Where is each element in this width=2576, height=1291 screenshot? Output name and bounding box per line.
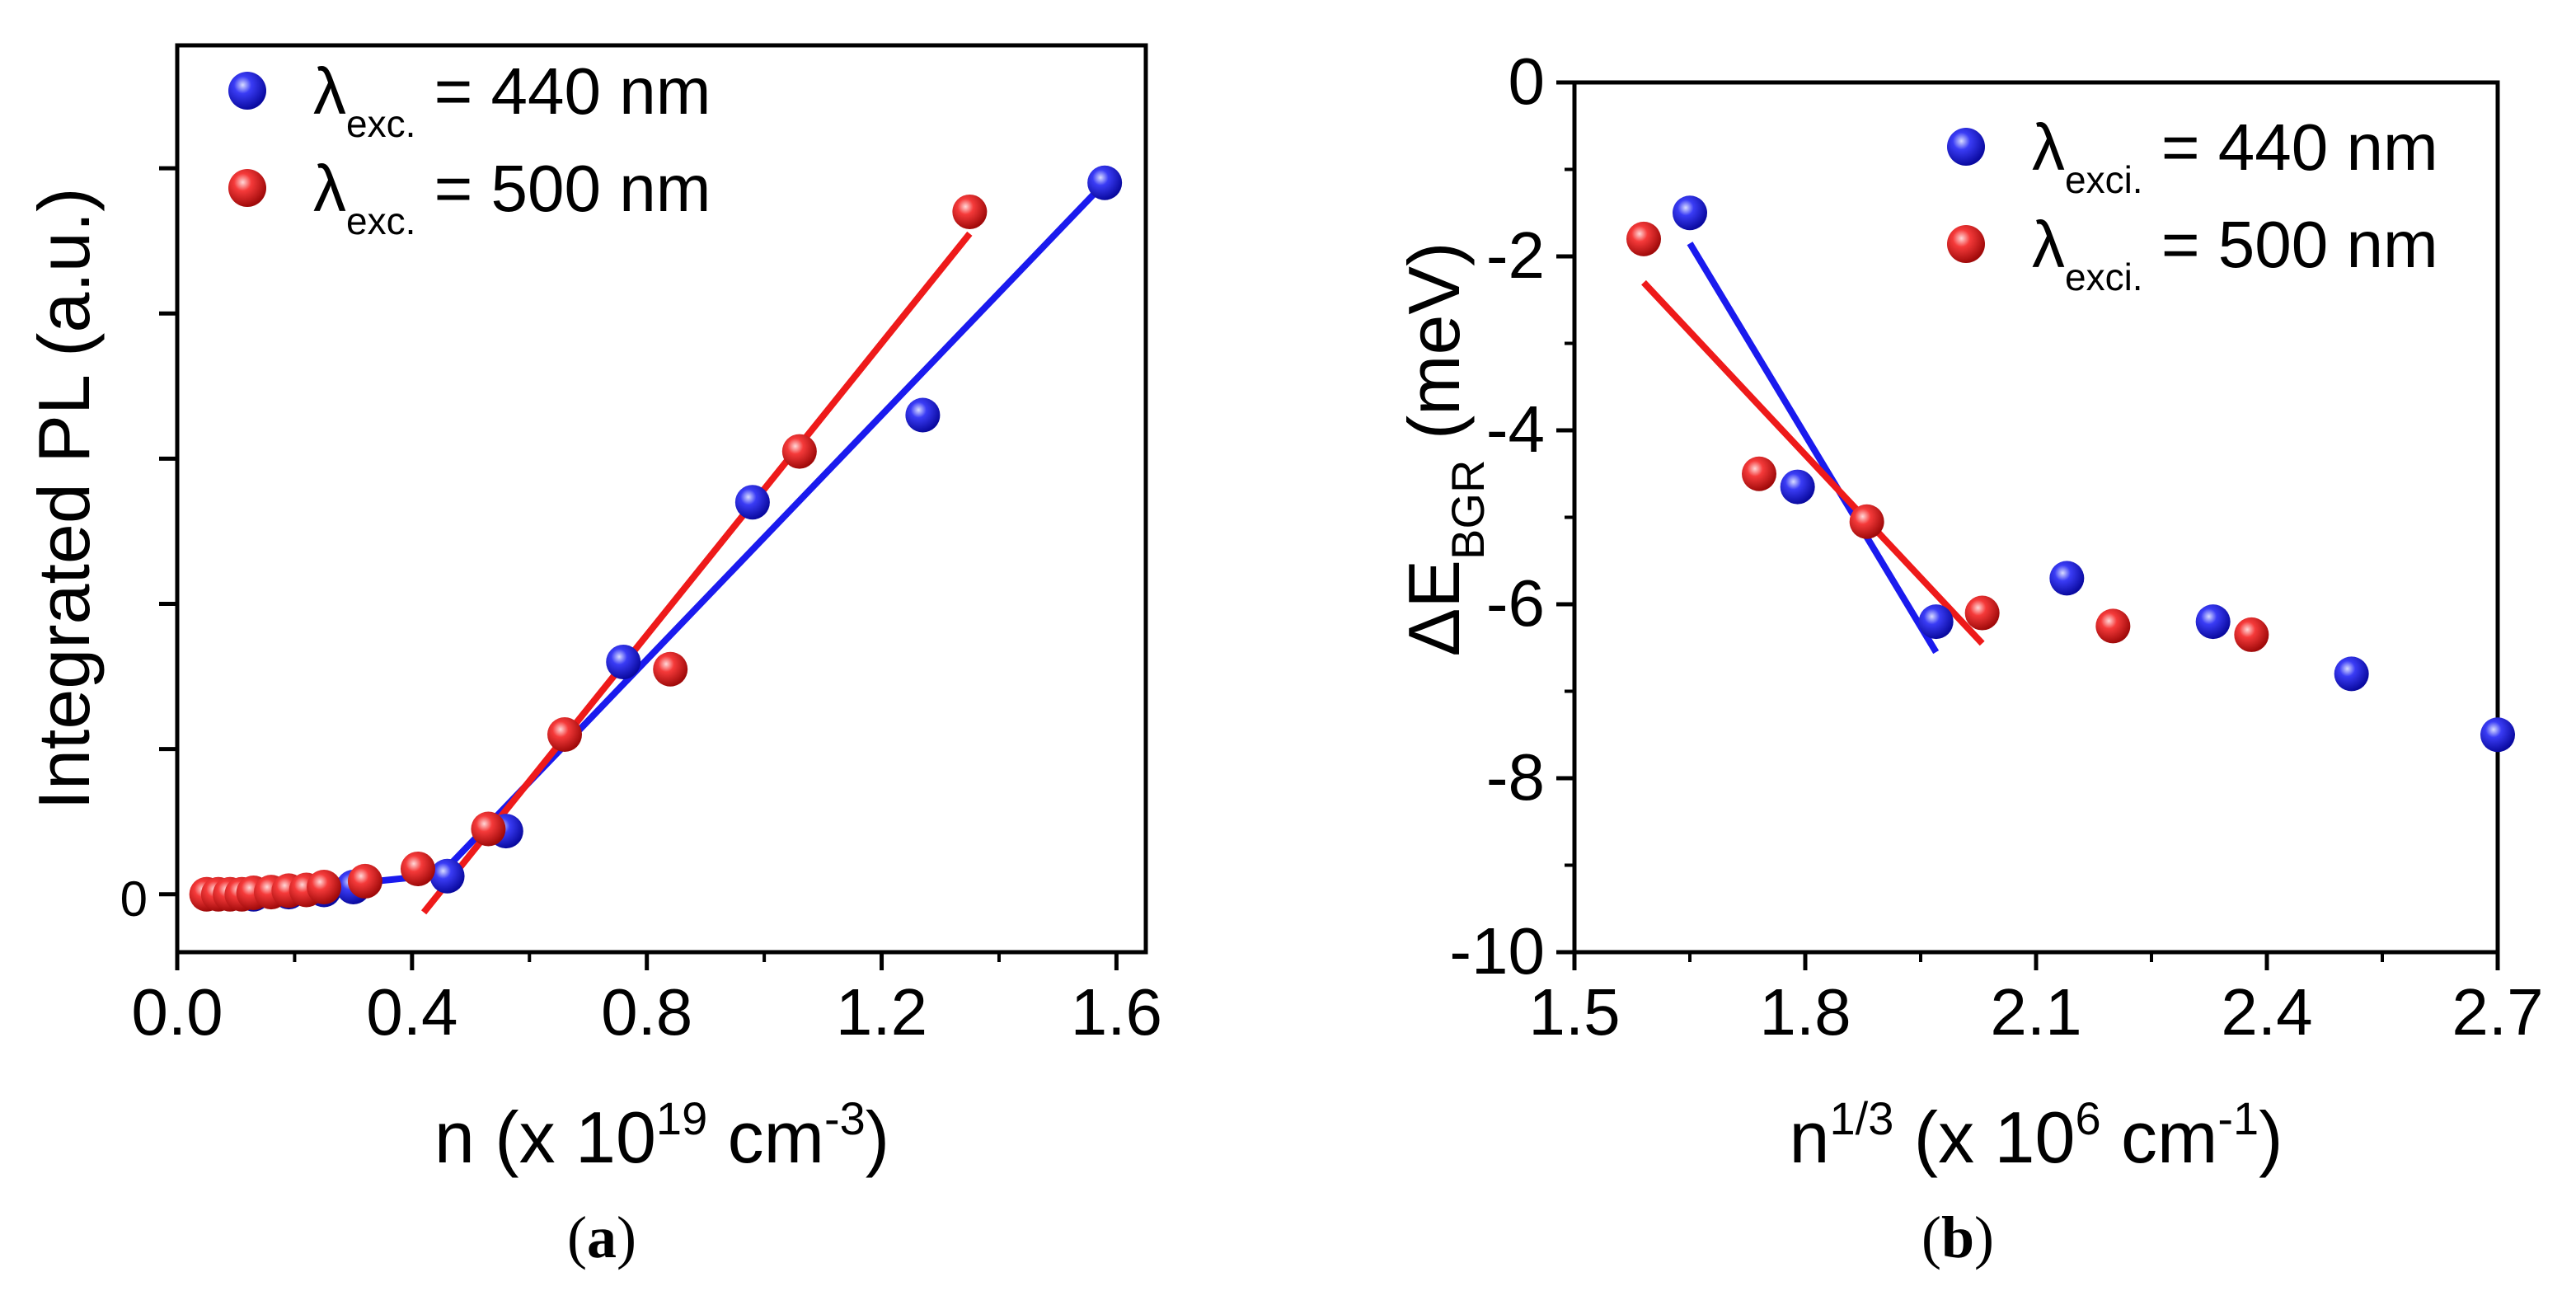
data-point [1918, 604, 1954, 640]
data-point [905, 397, 941, 433]
legend-label: λexc. = 440 nm [313, 54, 711, 145]
data-point [606, 644, 641, 679]
y-tick-label: 0 [1509, 45, 1546, 118]
data-point [781, 434, 817, 469]
x-tick-label: 1.2 [836, 975, 927, 1049]
y-tick-label: -2 [1486, 218, 1545, 292]
y-tick-label: 0 [120, 871, 148, 927]
data-point [2095, 608, 2131, 644]
data-point [400, 851, 435, 886]
legend-label: λexci. = 500 nm [2032, 208, 2438, 298]
chart-a-x-axis: 0.0 0.4 0.8 1.2 1.6 [131, 952, 1162, 1049]
chart-a-panel-label: (a) [567, 1204, 636, 1270]
data-point [347, 863, 382, 899]
legend-label: λexci. = 440 nm [2032, 110, 2438, 201]
data-point [2334, 656, 2369, 692]
data-point [734, 485, 770, 520]
data-point [1626, 221, 1661, 256]
data-point [1087, 165, 1123, 200]
x-tick-label: 0.8 [601, 975, 692, 1049]
legend-marker [1947, 128, 1985, 166]
data-point [952, 194, 988, 229]
data-point [1742, 456, 1776, 491]
chart-a-points [189, 165, 1123, 912]
chart-b-x-axis: 1.5 1.8 2.1 2.4 2.7 [1528, 952, 2544, 1049]
chart-b-y-axis: 0 -2 -4 -6 -8 -10 [1449, 45, 1574, 988]
x-tick-label: 2.4 [2221, 975, 2312, 1049]
data-point [653, 651, 688, 687]
chart-a-y-axis: 0 [120, 166, 177, 927]
y-tick-label: -8 [1486, 740, 1545, 814]
y-tick-label: -6 [1486, 566, 1545, 640]
legend-marker [228, 72, 266, 110]
data-point [429, 858, 465, 894]
data-point [2195, 604, 2231, 640]
x-tick-label: 1.5 [1528, 975, 1620, 1049]
y-tick-label: -10 [1449, 914, 1545, 988]
chart-a-frame [175, 43, 1148, 955]
data-point [1780, 469, 1815, 505]
chart-b-points [1626, 195, 2515, 753]
data-point [1673, 195, 1707, 231]
chart-b-xlabel: n1/3 (x 106 cm-1) [1790, 1092, 2283, 1178]
chart-b-panel-label: (b) [1921, 1204, 1994, 1270]
chart-b-fit-lines [1641, 242, 1985, 655]
data-point [1964, 595, 2000, 631]
data-point [2234, 617, 2269, 652]
fit-line [420, 231, 973, 915]
chart-b-ylabel: ΔEBGR (meV) [1393, 242, 1494, 657]
fit-line [1641, 279, 1985, 646]
data-point [307, 869, 342, 904]
x-tick-label: 0.0 [131, 975, 223, 1049]
x-tick-label: 1.8 [1759, 975, 1851, 1049]
data-point [1849, 504, 1884, 539]
chart-b: 1.5 1.8 2.1 2.4 2.7 0 -2 -4 -6 -8 -10 λexci. = 44… [1393, 45, 2544, 1270]
y-tick-label: -4 [1486, 392, 1545, 466]
fit-line [1687, 242, 1940, 655]
x-tick-label: 0.4 [366, 975, 457, 1049]
chart-a-ylabel: Integrated PL (a.u.) [23, 188, 105, 810]
chart-a-xlabel: n (x 1019 cm-3) [434, 1092, 889, 1178]
data-point [2049, 561, 2085, 596]
data-point [547, 717, 582, 753]
data-point [471, 811, 506, 847]
chart-a-fit-lines [247, 180, 1108, 915]
data-point [2480, 717, 2515, 753]
legend-label: λexc. = 500 nm [313, 152, 711, 242]
x-tick-label: 2.7 [2452, 975, 2543, 1049]
x-tick-label: 1.6 [1071, 975, 1162, 1049]
x-tick-label: 2.1 [1990, 975, 2081, 1049]
legend-marker [228, 169, 266, 207]
legend-marker [1947, 225, 1985, 263]
